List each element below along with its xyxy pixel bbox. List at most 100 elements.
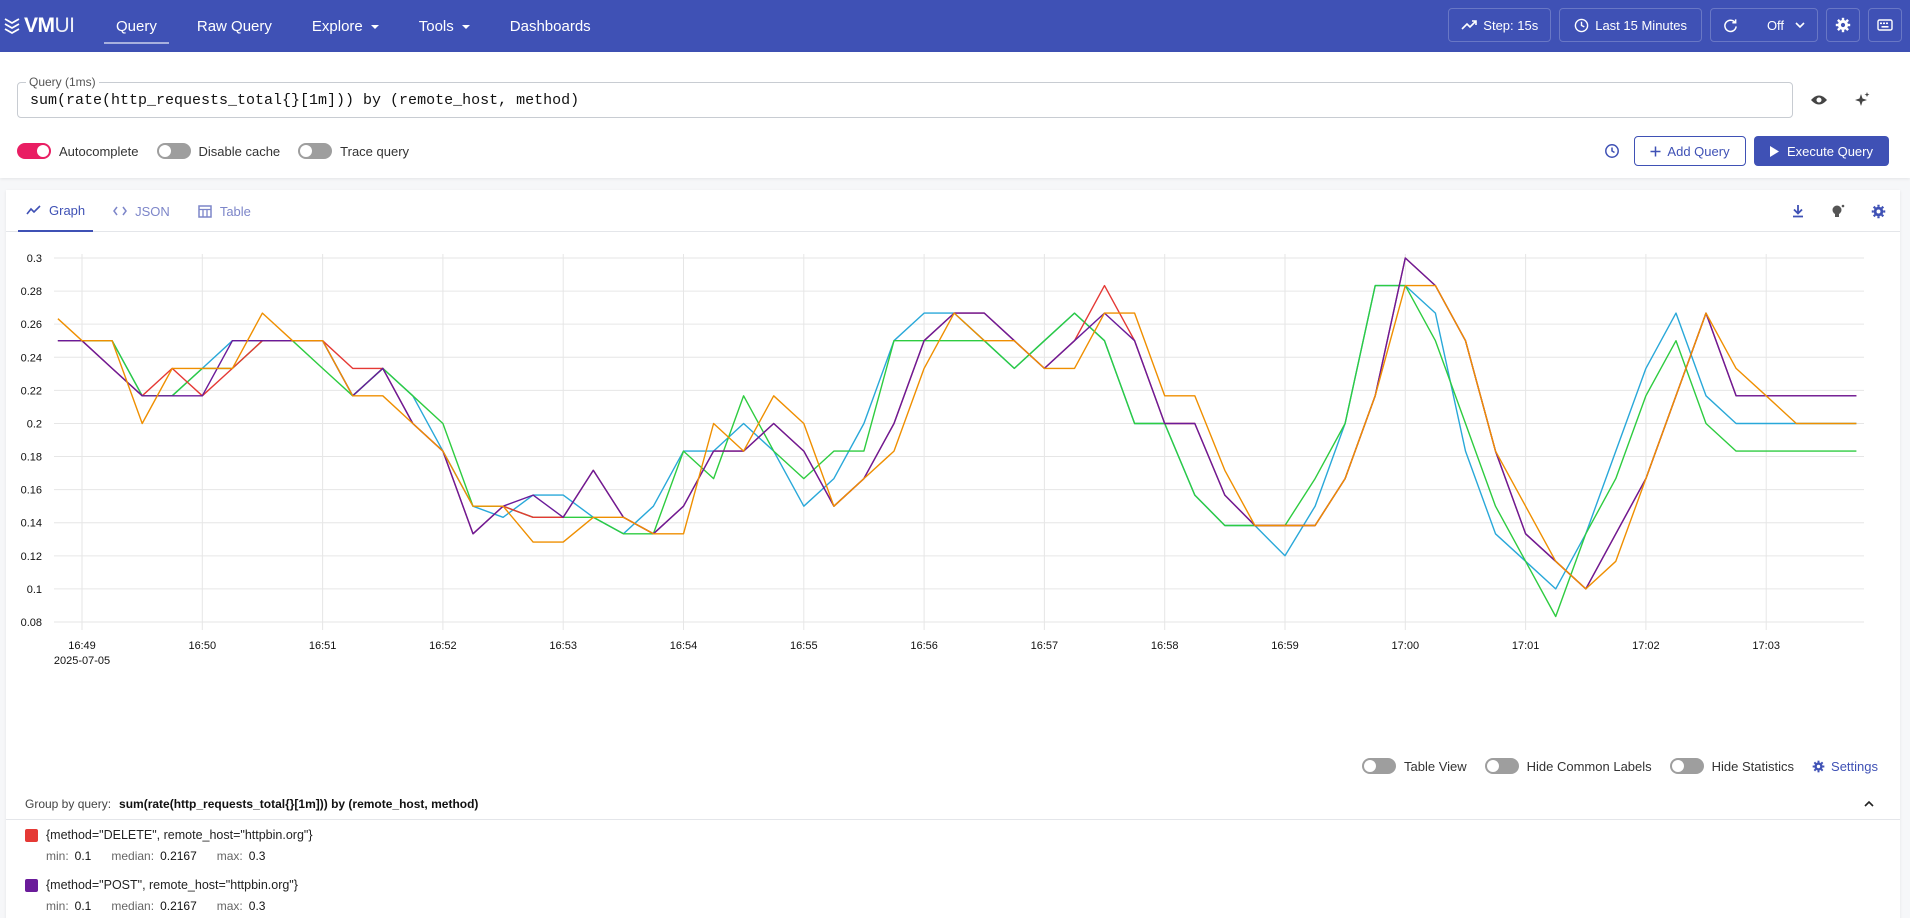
table-icon — [198, 204, 212, 218]
series-line-1[interactable] — [57, 284, 1857, 590]
nav-raw-query[interactable]: Raw Query — [196, 17, 272, 35]
eye-icon — [1811, 95, 1827, 105]
series-stats: min: 0.1 median: 0.2167 max: 0.3 — [46, 849, 266, 863]
y-tick-label: 0.18 — [21, 452, 42, 464]
clock-icon — [1574, 18, 1589, 32]
legend-controls: Table View Hide Common Labels Hide Stati… — [1362, 758, 1878, 774]
line-chart[interactable]: 0.08 0.1 0.12 0.14 0.16 0.18 0.2 0.22 0.24 0.26 0.… — [6, 236, 1900, 756]
plus-icon — [1650, 146, 1661, 156]
settings-button[interactable] — [1826, 8, 1860, 42]
ai-assistant-button[interactable] — [1850, 88, 1874, 112]
graph-settings-button[interactable] — [1866, 199, 1890, 223]
legend-settings-button[interactable]: Settings — [1812, 759, 1878, 774]
preview-query-button[interactable] — [1807, 88, 1831, 112]
query-history-button[interactable] — [1600, 139, 1624, 163]
trace-query-toggle[interactable]: Trace query — [298, 143, 409, 159]
chart-line-icon — [26, 205, 41, 215]
refresh-icon — [1724, 18, 1737, 32]
download-icon — [1793, 205, 1803, 218]
x-tick-label: 17:00 — [1392, 640, 1420, 652]
y-tick-label: 0.16 — [21, 485, 42, 497]
tab-json[interactable]: JSON — [105, 190, 178, 232]
y-tick-label: 0.1 — [27, 584, 42, 596]
x-date-label: 2025-07-05 — [54, 655, 110, 667]
keyboard-shortcuts-button[interactable] — [1868, 8, 1902, 42]
nav-dashboards[interactable]: Dashboards — [509, 17, 591, 35]
tab-graph[interactable]: Graph — [18, 190, 94, 232]
x-tick-label: 16:53 — [549, 640, 577, 652]
main-nav: Query Raw Query Explore Tools Dashboards — [96, 0, 611, 52]
gear-icon — [1835, 17, 1851, 33]
y-tick-label: 0.3 — [27, 253, 42, 265]
auto-refresh-button[interactable]: Off — [1710, 8, 1818, 42]
tips-button[interactable] — [1826, 199, 1850, 223]
series-color-swatch[interactable] — [25, 828, 38, 842]
group-by-label: Group by query: — [25, 797, 112, 811]
toggle-switch[interactable] — [1669, 758, 1704, 774]
disable-cache-toggle[interactable]: Disable cache — [156, 143, 280, 159]
chart-grid — [54, 254, 1864, 630]
step-button[interactable]: Step: 15s — [1448, 8, 1552, 42]
execute-query-button[interactable]: Execute Query — [1754, 136, 1889, 166]
trace-query-label: Trace query — [340, 143, 410, 159]
series-stats: min: 0.1 median: 0.2167 max: 0.3 — [46, 899, 266, 913]
download-button[interactable] — [1786, 199, 1810, 223]
autocomplete-label: Autocomplete — [59, 143, 139, 159]
nav-explore[interactable]: Explore — [292, 0, 399, 52]
tab-table[interactable]: Table — [190, 190, 259, 232]
time-range-button[interactable]: Last 15 Minutes — [1559, 8, 1702, 42]
play-icon — [1770, 145, 1779, 157]
legend-item[interactable]: {method="POST", remote_host="httpbin.org… — [25, 878, 298, 913]
logo-text: VMUI — [24, 14, 75, 37]
hide-statistics-label: Hide Statistics — [1711, 758, 1795, 774]
nav-tools[interactable]: Tools — [399, 0, 490, 52]
y-tick-label: 0.26 — [21, 319, 42, 331]
gear-icon — [1871, 204, 1885, 218]
code-icon — [113, 206, 128, 216]
toggle-switch[interactable] — [1484, 758, 1519, 774]
chart-series — [57, 257, 1857, 618]
chevron-up-icon[interactable] — [1864, 800, 1874, 807]
x-axis: 16:49 16:50 16:51 16:52 16:53 16:54 16:55 16:56… — [54, 640, 1780, 667]
x-tick-label: 16:54 — [670, 640, 698, 652]
y-tick-label: 0.2 — [27, 418, 42, 430]
y-axis: 0.08 0.1 0.12 0.14 0.16 0.18 0.2 0.22 0.24 0.26 0.… — [21, 253, 42, 629]
add-query-button[interactable]: Add Query — [1634, 136, 1746, 166]
x-tick-label: 16:56 — [910, 640, 938, 652]
group-by-bar[interactable]: Group by query: sum(rate(http_requests_t… — [6, 789, 1900, 820]
legend-item[interactable]: {method="DELETE", remote_host="httpbin.o… — [25, 828, 313, 863]
hide-common-labels-label: Hide Common Labels — [1526, 758, 1652, 774]
result-tabs: Graph JSON Table — [6, 190, 1900, 232]
toggle-switch[interactable] — [156, 143, 191, 159]
group-by-query: sum(rate(http_requests_total{}[1m])) by … — [119, 797, 479, 811]
series-line-2[interactable] — [57, 284, 1857, 618]
series-label: {method="POST", remote_host="httpbin.org… — [46, 878, 298, 892]
x-tick-label: 17:02 — [1632, 640, 1660, 652]
keyboard-icon — [1877, 19, 1893, 31]
query-input[interactable]: Query (1ms) sum(rate(http_requests_total… — [17, 75, 1793, 118]
chevron-down-icon — [1795, 22, 1805, 29]
results-panel: Graph JSON Table 0.08 0.1 0.12 0.14 0.16 0.18… — [6, 190, 1900, 918]
y-tick-label: 0.24 — [21, 352, 42, 364]
x-tick-label: 16:59 — [1271, 640, 1299, 652]
nav-query[interactable]: Query — [96, 0, 177, 52]
hide-common-labels-toggle[interactable]: Hide Common Labels — [1484, 758, 1652, 774]
toggle-switch[interactable] — [17, 143, 51, 159]
table-view-toggle[interactable]: Table View — [1362, 758, 1467, 774]
query-expression[interactable]: sum(rate(http_requests_total{}[1m])) by … — [30, 92, 580, 109]
toggle-switch[interactable] — [298, 143, 333, 159]
toggle-switch[interactable] — [1362, 758, 1396, 774]
x-tick-label: 16:51 — [309, 640, 337, 652]
gear-icon — [1812, 760, 1825, 772]
query-options: Autocomplete Disable cache Trace query — [17, 143, 427, 159]
query-panel: Query (1ms) sum(rate(http_requests_total… — [0, 52, 1910, 178]
series-color-swatch[interactable] — [25, 878, 38, 892]
hide-statistics-toggle[interactable]: Hide Statistics — [1669, 758, 1795, 774]
victoriametrics-logo-icon — [4, 18, 20, 35]
autocomplete-toggle[interactable]: Autocomplete — [17, 143, 139, 159]
y-tick-label: 0.12 — [21, 551, 42, 563]
x-tick-label: 17:03 — [1752, 640, 1780, 652]
x-tick-label: 16:57 — [1031, 640, 1059, 652]
vmui-logo[interactable]: VMUI — [4, 14, 84, 38]
series-line-5[interactable] — [57, 284, 1857, 590]
